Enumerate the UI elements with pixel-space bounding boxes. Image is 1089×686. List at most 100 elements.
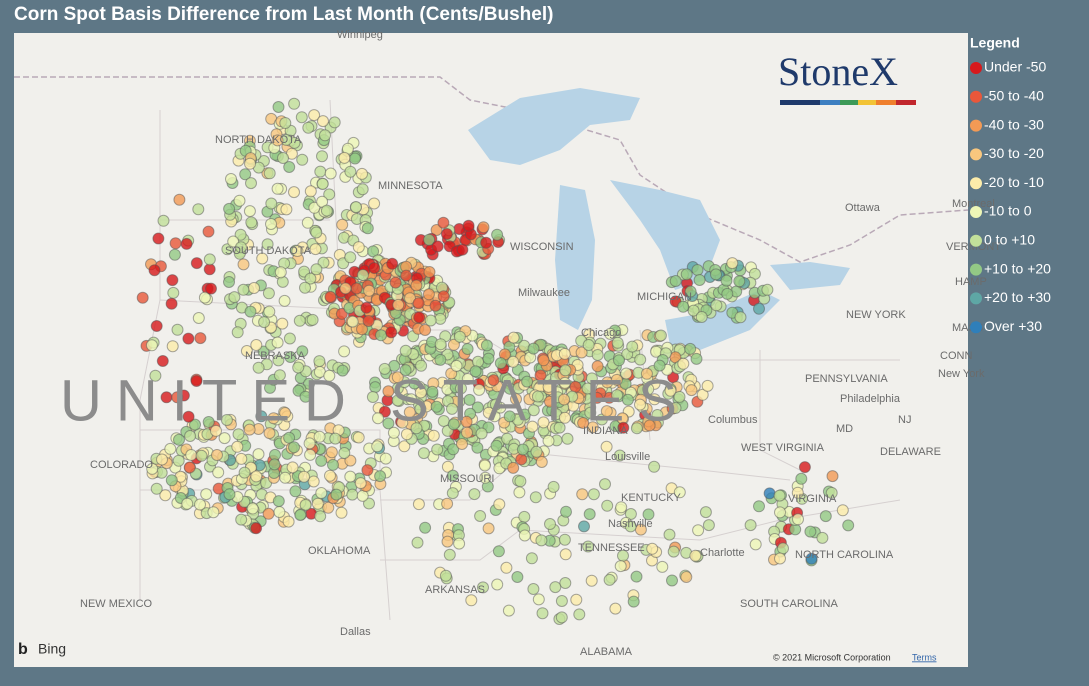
map-label: VIRGINIA <box>788 493 837 505</box>
location-dot <box>192 312 205 324</box>
location-dot <box>626 340 639 353</box>
location-dot <box>513 486 526 499</box>
location-dot <box>680 268 693 281</box>
legend-label: -30 to -20 <box>984 145 1044 161</box>
location-dot <box>190 257 203 270</box>
map-label: NEBRASKA <box>245 350 306 362</box>
location-dot <box>410 422 423 435</box>
map-label: NORTH DAKOTA <box>215 134 302 146</box>
location-dot <box>314 165 327 178</box>
location-dot <box>642 383 655 396</box>
location-dot <box>336 364 349 377</box>
location-dot <box>558 533 571 546</box>
location-dot <box>265 218 277 230</box>
location-dot <box>774 506 786 519</box>
location-dot <box>228 291 241 304</box>
location-dot <box>361 222 374 235</box>
location-dot <box>733 275 746 288</box>
location-dot <box>664 384 677 397</box>
location-dot <box>327 458 339 471</box>
location-dot <box>319 129 331 142</box>
location-dot <box>585 574 598 587</box>
location-dot <box>684 285 697 298</box>
location-dot <box>534 369 547 382</box>
legend-swatch <box>970 206 982 218</box>
location-dot <box>262 507 275 520</box>
location-dot <box>314 510 327 523</box>
location-dot <box>819 510 832 523</box>
location-dot <box>325 446 338 459</box>
location-dot <box>205 282 217 295</box>
location-dot <box>721 287 734 300</box>
location-dot <box>338 151 351 164</box>
location-dot <box>461 426 473 439</box>
location-dot <box>441 535 454 548</box>
location-dot <box>272 495 285 508</box>
location-dot <box>157 214 170 227</box>
location-dot <box>511 571 524 583</box>
location-dot <box>237 283 250 296</box>
location-dot <box>267 412 280 425</box>
location-dot <box>223 202 236 215</box>
location-dot <box>532 593 545 606</box>
location-dot <box>710 299 723 312</box>
location-dot <box>640 367 653 380</box>
map-label: CONN <box>940 350 972 362</box>
location-dot <box>400 428 413 441</box>
location-dot <box>826 470 839 483</box>
legend-swatch <box>970 90 982 103</box>
location-dot <box>621 393 634 406</box>
terms-link[interactable]: Terms <box>912 652 937 662</box>
location-dot <box>515 453 528 466</box>
map-label: INDIANA <box>583 425 628 437</box>
location-dot <box>180 237 193 250</box>
location-dot <box>171 323 184 336</box>
location-dot <box>374 470 387 483</box>
location-dot <box>471 441 484 454</box>
location-dot <box>477 221 490 234</box>
location-dot <box>286 461 299 474</box>
location-dot <box>773 489 786 502</box>
location-dot <box>610 373 623 386</box>
location-dot <box>685 384 698 397</box>
location-dot <box>316 177 329 190</box>
location-dot <box>181 497 194 510</box>
location-dot <box>299 390 312 403</box>
location-dot <box>172 454 185 467</box>
location-dot <box>720 274 733 287</box>
location-dot <box>389 276 402 289</box>
location-dot <box>294 509 307 521</box>
bing-icon: b <box>18 641 28 658</box>
location-dot <box>535 456 548 468</box>
location-dot <box>734 311 747 324</box>
location-dot <box>437 216 450 229</box>
location-dot <box>666 574 678 587</box>
location-dot <box>603 573 616 586</box>
location-dot <box>272 354 285 367</box>
location-dot <box>494 357 507 370</box>
location-dot <box>656 560 669 573</box>
location-dot <box>673 486 686 499</box>
location-dot <box>271 336 284 349</box>
legend-label: +20 to +30 <box>984 289 1051 305</box>
location-dot <box>627 595 640 608</box>
map-label: Dallas <box>340 626 371 638</box>
location-dot <box>763 487 776 500</box>
location-dot <box>361 464 374 477</box>
location-dot <box>514 475 527 488</box>
location-dot <box>235 452 248 465</box>
location-dot <box>243 205 256 218</box>
location-dot <box>368 262 381 274</box>
location-dot <box>646 542 659 555</box>
location-dot <box>654 329 667 342</box>
location-dot <box>586 421 599 434</box>
location-dot <box>183 461 196 474</box>
map-label: Winnipeg <box>337 29 383 41</box>
location-dot <box>453 330 466 343</box>
location-dot <box>398 440 411 453</box>
location-dot <box>282 515 295 528</box>
location-dot <box>531 390 544 403</box>
location-dot <box>663 528 676 541</box>
location-dot <box>165 474 178 487</box>
location-dot <box>168 248 181 261</box>
